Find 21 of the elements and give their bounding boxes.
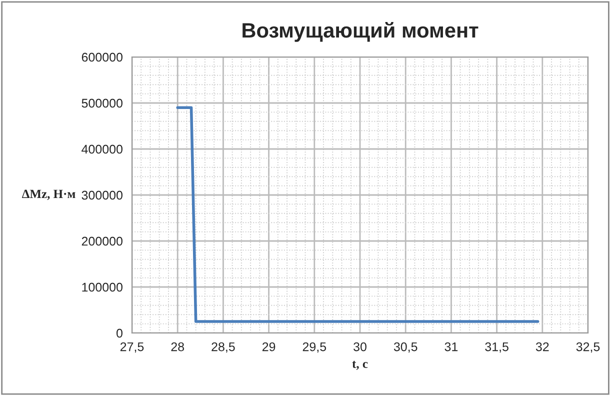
y-tick-label: 100000 [82,282,122,292]
x-tick-label: 27,5 [120,342,144,353]
x-tick-label: 31,5 [485,342,508,353]
x-tick-label: 28,5 [212,342,235,353]
x-tick-label: 30,5 [394,342,418,353]
chart-title: Возмущающий момент [242,22,478,42]
x-tick-label: 31 [444,342,458,352]
y-tick-label: 300000 [82,190,122,200]
y-tick-label: 0 [116,328,122,338]
x-tick-label: 29,5 [302,342,326,353]
y-tick-label: 200000 [82,236,122,246]
x-tick-label: 32 [536,342,549,352]
x-tick-label: 29 [262,342,276,352]
x-tick-label: 28 [171,342,184,352]
y-tick-label: 500000 [82,98,122,108]
x-tick-label: 30 [354,342,366,352]
y-tick-label: 400000 [82,144,122,154]
y-axis-title: ΔMz, Н·м [22,190,76,200]
x-tick-label: 32,5 [576,342,600,353]
x-axis-title: t, c [352,360,368,370]
y-tick-label: 600000 [82,52,122,62]
